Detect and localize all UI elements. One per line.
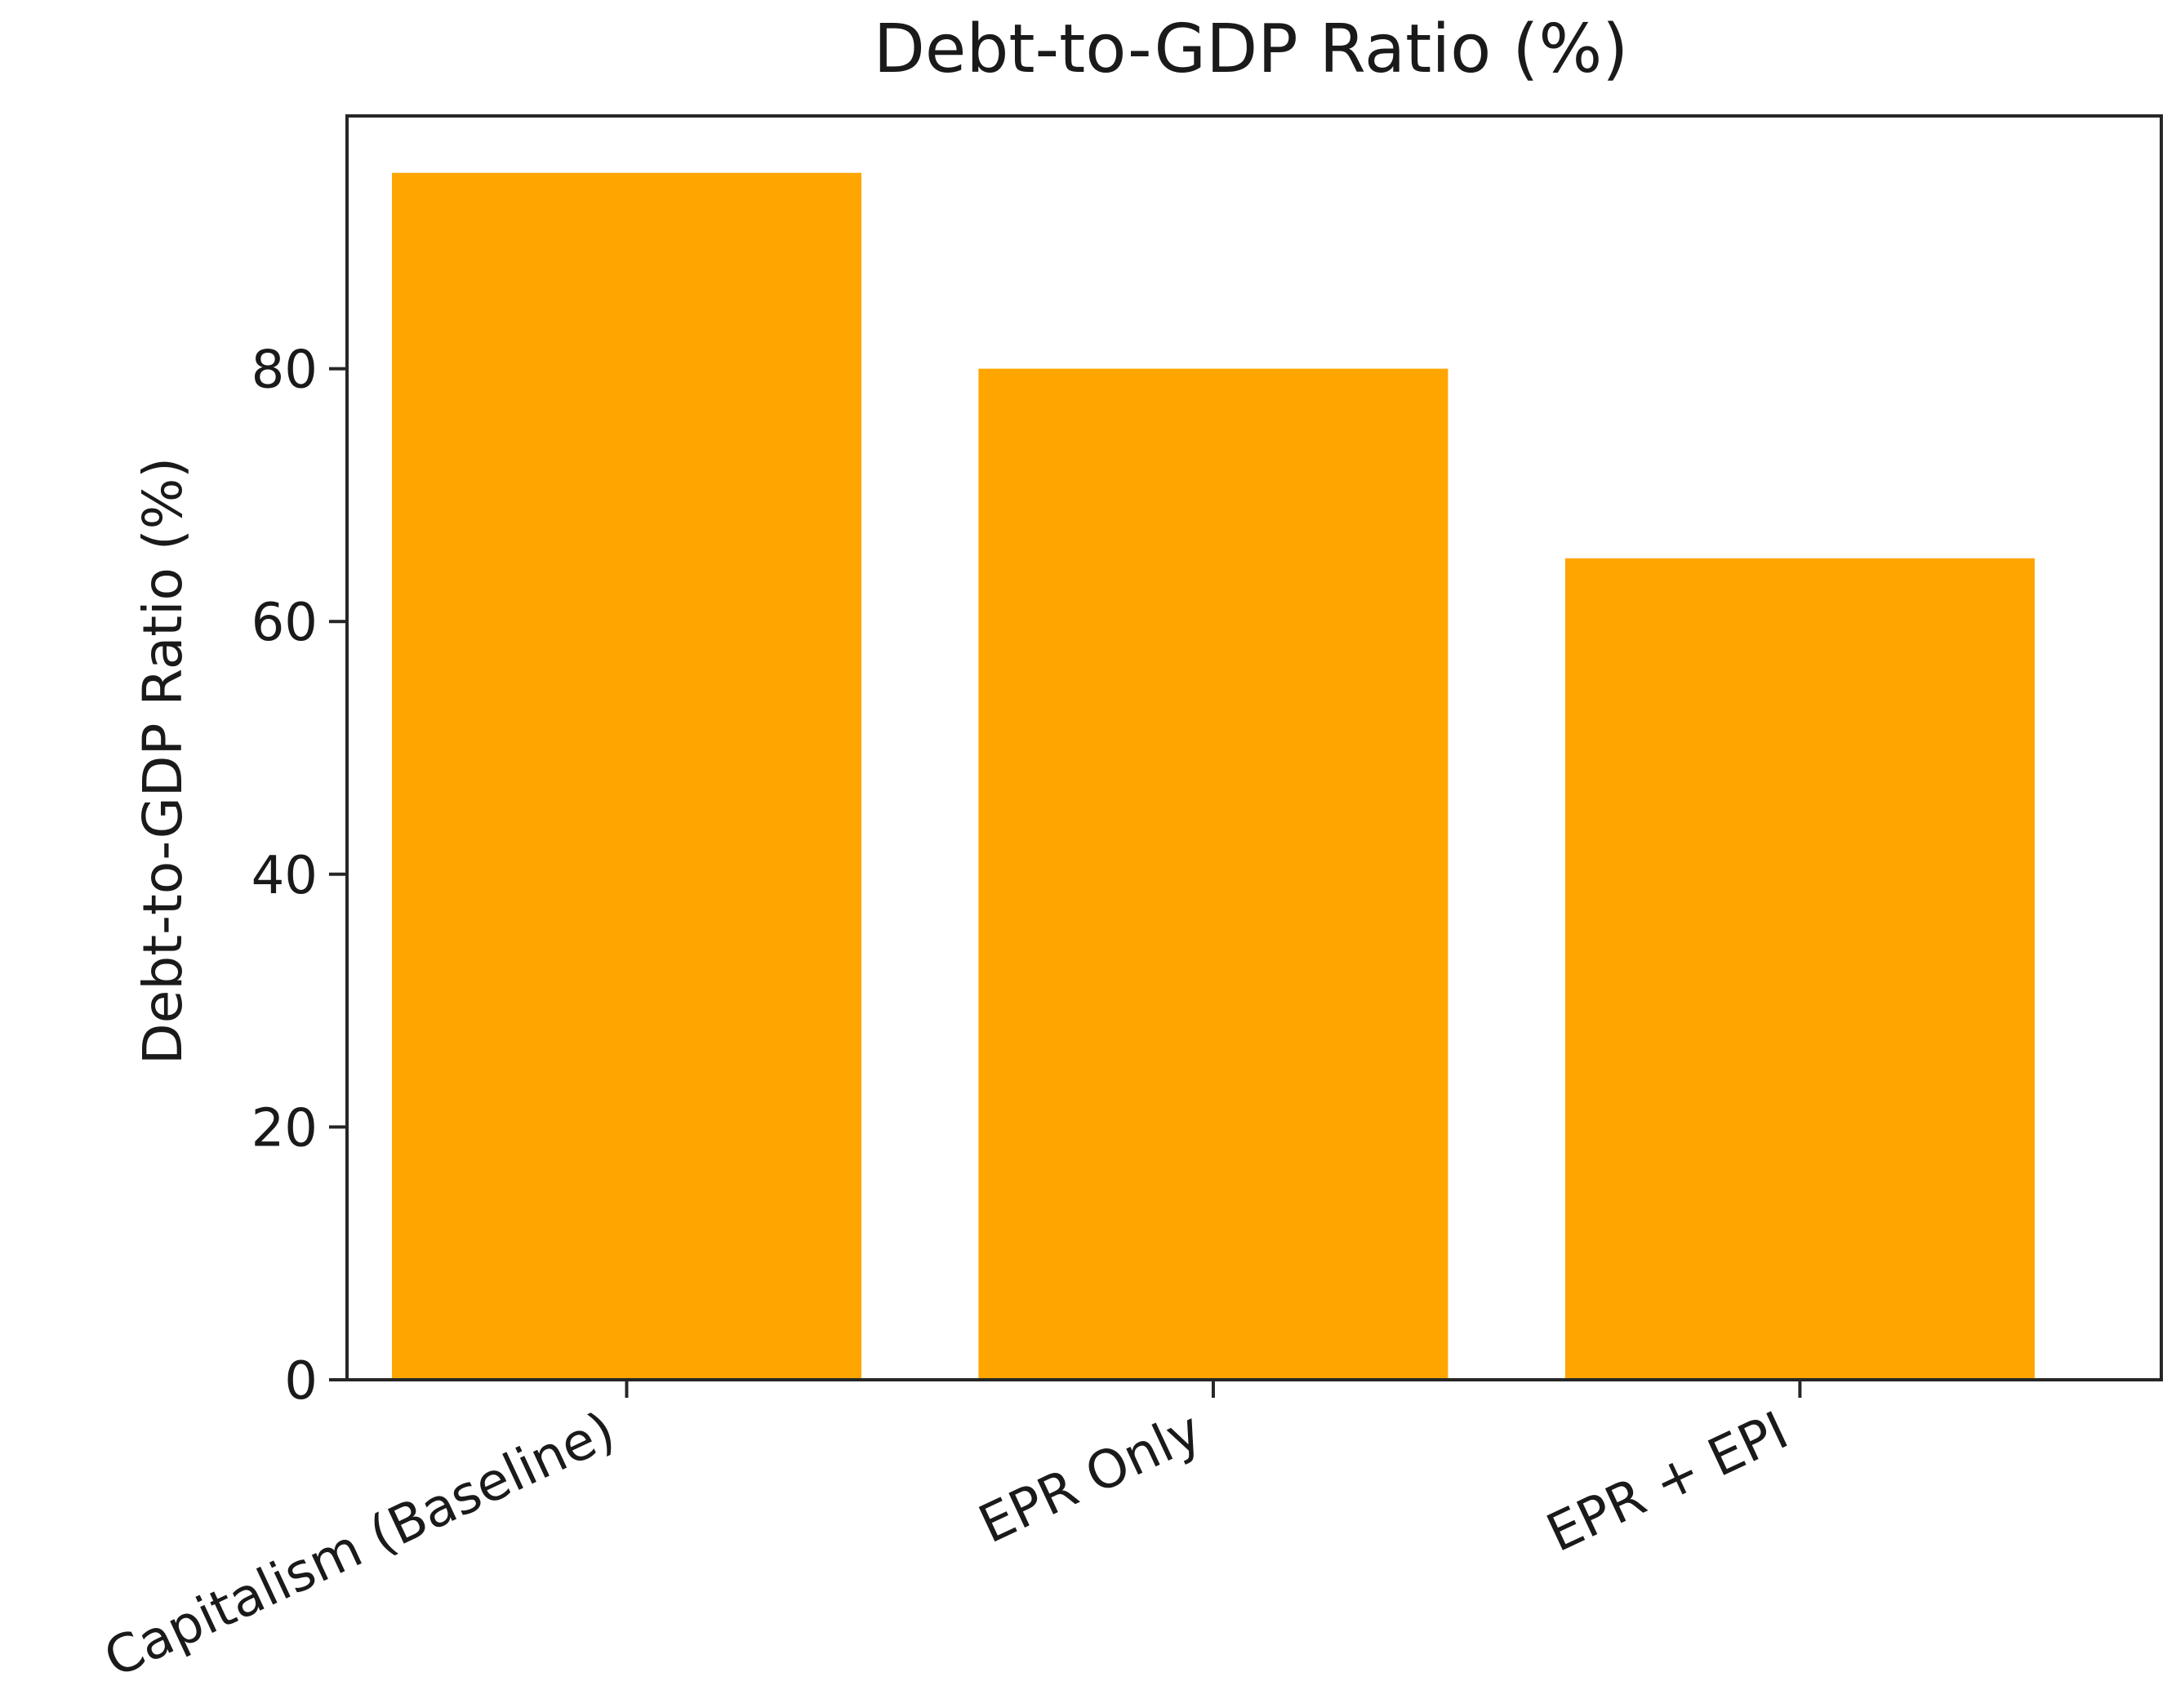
y-tick-label: 0 bbox=[284, 1351, 318, 1412]
x-tick-label: EPR + EPI bbox=[1538, 1400, 1797, 1563]
y-axis-ticks: 0 20 40 60 80 bbox=[251, 340, 347, 1412]
y-tick-label: 40 bbox=[251, 846, 318, 906]
bar-epr-epi bbox=[1564, 558, 2035, 1380]
y-tick-label: 60 bbox=[251, 593, 318, 653]
y-tick-label: 80 bbox=[251, 340, 318, 401]
x-axis-ticks: Capitalism (Baseline) EPR Only EPR + EPI bbox=[96, 1380, 1802, 1690]
bar-capitalism-baseline bbox=[392, 172, 861, 1381]
bars-group bbox=[392, 172, 2035, 1381]
x-tick-label: EPR Only bbox=[970, 1400, 1210, 1555]
plot-frame bbox=[345, 114, 2163, 1381]
chart-title: Debt-to-GDP Ratio (%) bbox=[874, 11, 1629, 88]
y-tick-label: 20 bbox=[251, 1098, 318, 1159]
x-tick-label: Capitalism (Baseline) bbox=[96, 1400, 624, 1689]
y-axis-label: Debt-to-GDP Ratio (%) bbox=[131, 457, 194, 1065]
bar-epr-only bbox=[978, 368, 1448, 1381]
